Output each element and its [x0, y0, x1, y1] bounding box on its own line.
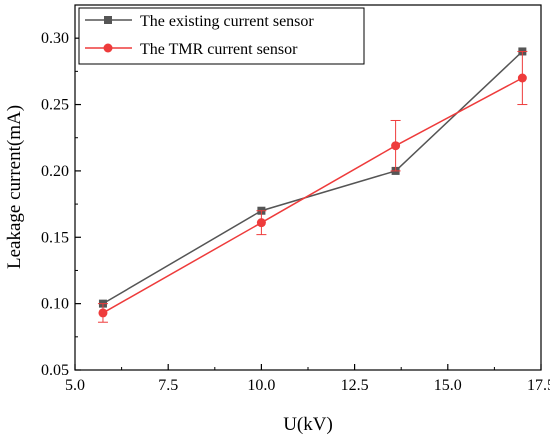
- series-line: [102, 77, 523, 314]
- y-tick-label: 0.05: [41, 362, 69, 379]
- data-point: [98, 308, 108, 318]
- x-tick-label: 7.5: [158, 377, 178, 394]
- y-tick-label: 0.10: [41, 296, 69, 313]
- data-point: [256, 218, 266, 228]
- series-0: [98, 47, 527, 308]
- series-layer: [97, 47, 528, 323]
- x-tick-label: 5.0: [65, 377, 85, 394]
- data-point: [517, 73, 527, 83]
- x-axis-title: U(kV): [283, 414, 333, 435]
- legend-label-tmr: The TMR current sensor: [140, 41, 298, 58]
- y-axis: 0.05 0.10 0.15 0.20 0.25 0.30: [41, 30, 81, 379]
- x-tick-label: 12.5: [341, 377, 369, 394]
- legend-label-existing: The existing current sensor: [140, 13, 314, 30]
- y-tick-label: 0.25: [41, 97, 69, 114]
- x-axis: 5.0 7.5 10.0 12.5 15.0 17.5: [65, 364, 550, 394]
- y-tick-label: 0.20: [41, 163, 69, 180]
- legend: The existing current sensor The TMR curr…: [78, 7, 365, 65]
- x-tick-label: 10.0: [247, 377, 275, 394]
- series-1: [97, 50, 528, 323]
- y-tick-label: 0.15: [41, 229, 69, 246]
- series-line: [102, 50, 523, 305]
- legend-box: [78, 7, 365, 65]
- x-tick-label: 17.5: [527, 377, 550, 394]
- data-point: [391, 141, 401, 151]
- x-tick-label: 15.0: [434, 377, 462, 394]
- legend-marker-circle: [103, 43, 113, 53]
- y-tick-label: 0.30: [41, 30, 69, 47]
- legend-marker-square: [104, 16, 112, 24]
- y-axis-title: Leakage current(mA): [4, 105, 25, 269]
